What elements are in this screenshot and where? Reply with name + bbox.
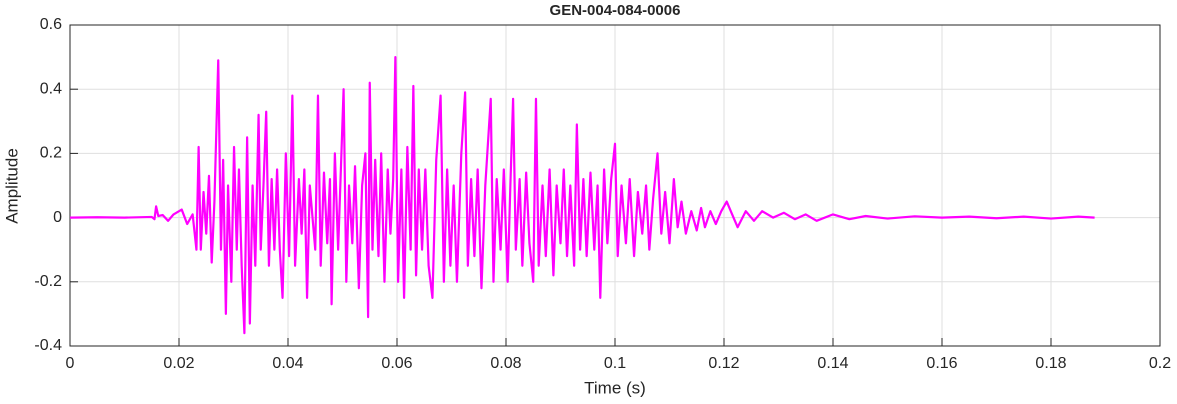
x-tick-label: 0.12 xyxy=(708,355,739,372)
x-tick-label: 0.02 xyxy=(163,355,194,372)
x-axis-label: Time (s) xyxy=(584,378,646,397)
x-tick-label: 0.18 xyxy=(1035,355,1066,372)
y-tick-label: 0.4 xyxy=(40,80,62,97)
x-tick-label: 0.1 xyxy=(604,355,626,372)
x-tick-label: 0.06 xyxy=(381,355,412,372)
x-tick-label: 0.16 xyxy=(926,355,957,372)
x-tick-label: 0.14 xyxy=(817,355,848,372)
y-tick-label: 0.6 xyxy=(40,16,62,33)
y-axis-label: Amplitude xyxy=(2,148,21,224)
x-tick-label: 0.04 xyxy=(272,355,303,372)
y-tick-label: 0.2 xyxy=(40,145,62,162)
y-tick-label: 0 xyxy=(53,209,62,226)
y-tick-label: -0.4 xyxy=(34,337,62,354)
x-tick-label: 0.08 xyxy=(490,355,521,372)
waveform-line xyxy=(69,56,1095,335)
x-tick-label: 0 xyxy=(66,355,75,372)
plot-frame xyxy=(69,24,1161,347)
y-tick-label: -0.2 xyxy=(34,273,62,290)
x-tick-label: 0.2 xyxy=(1149,355,1171,372)
chart-title: GEN-004-084-0006 xyxy=(550,2,681,19)
